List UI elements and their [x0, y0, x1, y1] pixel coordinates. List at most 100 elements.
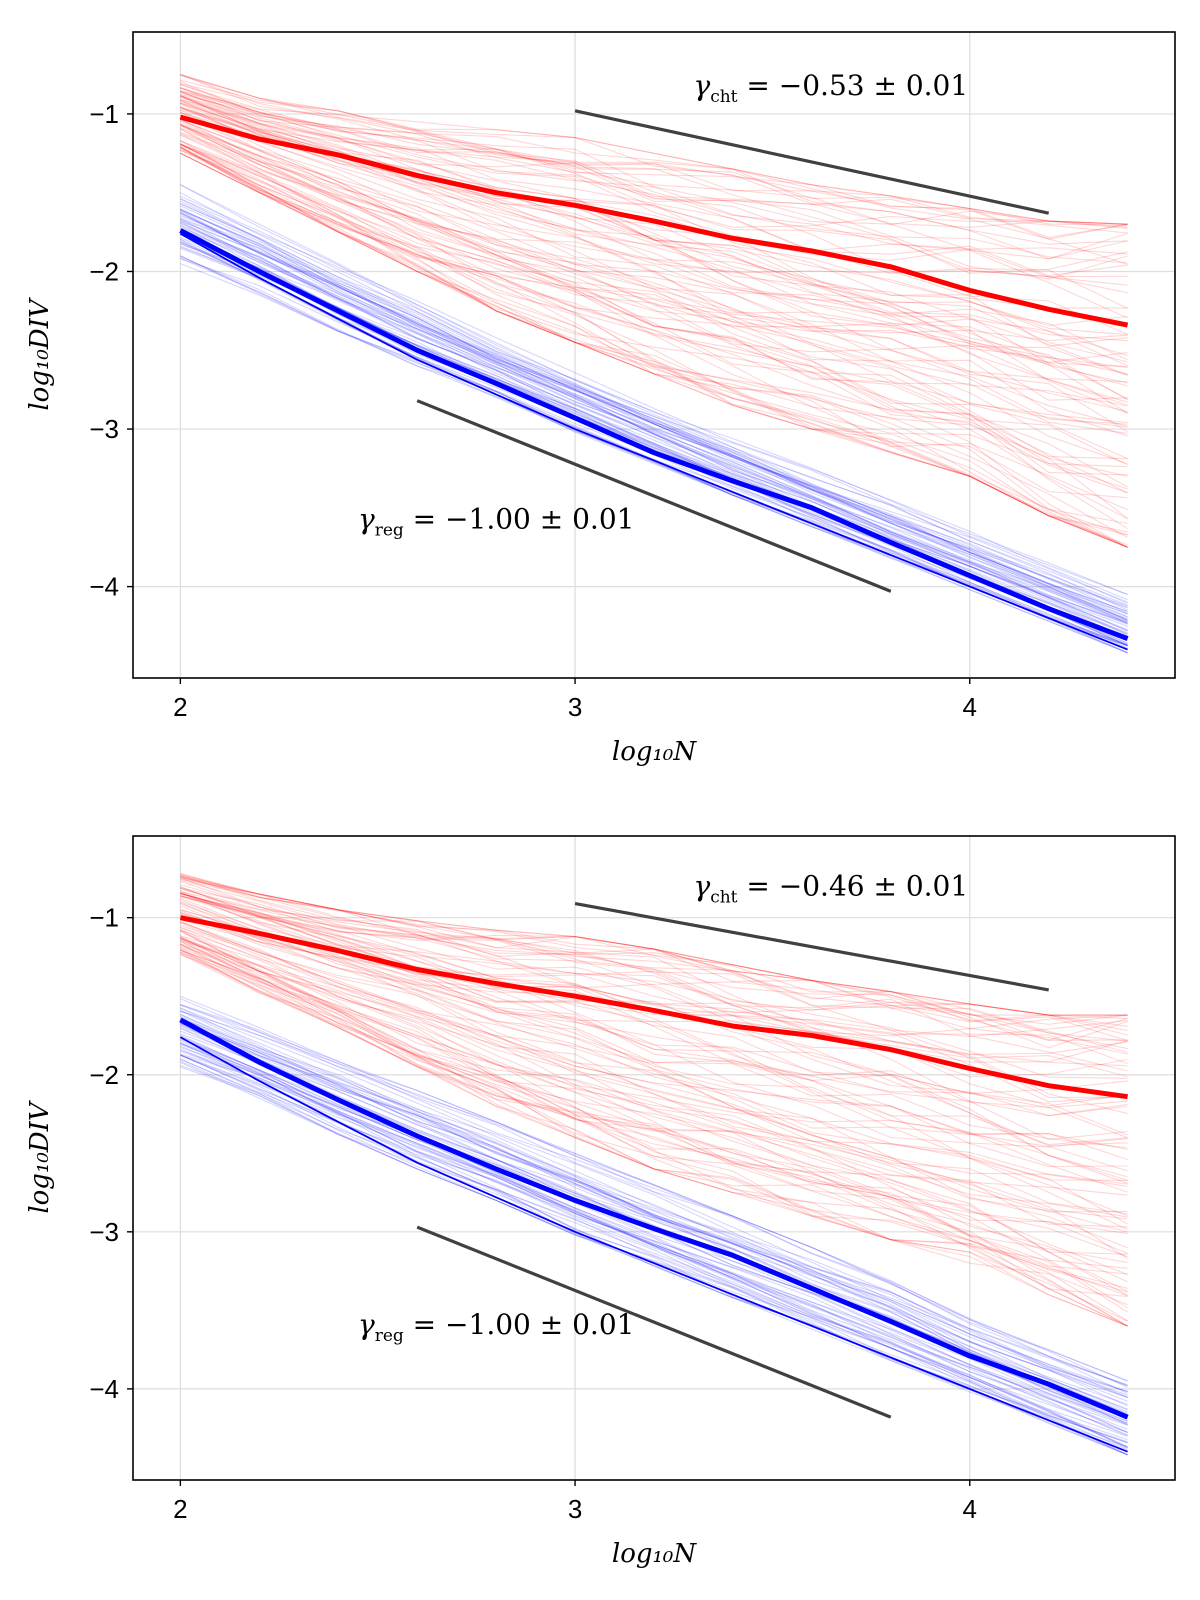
trajectory-line: [180, 239, 1128, 654]
trajectory-line: [180, 1013, 1128, 1414]
trajectory-line: [180, 95, 1128, 309]
trajectory-line: [180, 1039, 1128, 1449]
trajectory-line: [180, 886, 1128, 1136]
trajectory-line: [180, 940, 1128, 1235]
trajectory-line: [180, 224, 1128, 647]
trajectory-line: [180, 921, 1128, 1094]
trajectory-line: [180, 937, 1128, 1181]
trajectory-line: [180, 84, 1128, 229]
trajectory-line: [180, 200, 1128, 615]
trajectory-line: [180, 1038, 1128, 1430]
trajectory-line: [180, 1007, 1128, 1396]
trajectory-line: [180, 102, 1128, 384]
trajectory-line: [180, 1054, 1128, 1448]
trajectory-line: [180, 143, 1128, 490]
gamma-value: = −1.00 ± 0.01: [404, 1308, 635, 1341]
gamma-symbol: γ: [358, 1308, 375, 1341]
gamma-value: = −0.46 ± 0.01: [738, 870, 969, 903]
trajectory-line: [180, 230, 1128, 639]
trajectory-line: [180, 936, 1128, 1263]
trajectory-line: [180, 152, 1128, 546]
x-tick-label: 2: [173, 1494, 187, 1524]
trajectory-line: [180, 123, 1128, 361]
trajectory-line: [180, 98, 1128, 336]
trajectory-line: [180, 215, 1128, 596]
trajectory-line: [180, 938, 1128, 1306]
trajectory-line: [180, 944, 1128, 1289]
trajectory-line: [180, 943, 1128, 1255]
series-reg-lower: [179, 232, 1128, 651]
trajectory-line: [180, 953, 1128, 1254]
trajectory-line: [180, 90, 1128, 425]
trajectory-line: [180, 192, 1128, 623]
trajectory-line: [180, 132, 1128, 494]
trajectory-line: [180, 125, 1128, 407]
trajectory-line: [180, 1050, 1128, 1437]
trajectory-line: [180, 107, 1128, 400]
trajectory-line: [180, 245, 1128, 646]
trajectory-line: [180, 103, 1128, 427]
trajectory-line: [180, 899, 1128, 1139]
trajectory-line: [180, 94, 1128, 342]
gamma-cht-line: [574, 109, 1050, 215]
y-tick-label: −3: [89, 1217, 119, 1247]
gamma-subscript: reg: [375, 520, 404, 540]
trajectory-line: [180, 1018, 1128, 1413]
trajectory-line: [180, 1054, 1128, 1433]
trajectory-line: [180, 909, 1128, 1146]
trajectory-line: [180, 263, 1128, 647]
trajectory-line: [180, 149, 1128, 383]
trajectory-line: [180, 876, 1128, 1027]
series-cht-mean: [179, 915, 1128, 1100]
trajectory-line: [180, 893, 1128, 1117]
trajectory-line: [180, 111, 1128, 433]
trajectory-line: [180, 896, 1128, 1141]
trajectory-line: [180, 146, 1128, 548]
trajectory-line: [180, 128, 1128, 536]
trajectory-line: [180, 1033, 1128, 1407]
trajectory-line: [180, 99, 1128, 265]
trajectory-line: [180, 128, 1128, 376]
trajectory-line: [180, 145, 1128, 476]
trajectory-line: [180, 952, 1128, 1309]
trajectory-line: [180, 1013, 1128, 1386]
trajectory-line: [180, 892, 1128, 1020]
gamma-symbol: γ: [693, 870, 710, 903]
trajectory-line: [180, 949, 1128, 1327]
trajectory-line: [180, 208, 1128, 621]
trajectory-line: [180, 95, 1128, 277]
gamma-value: = −1.00 ± 0.01: [404, 502, 635, 535]
trajectory-line: [180, 891, 1128, 1042]
trajectory-line: [180, 125, 1128, 376]
y-axis-label: log₁₀DIV: [25, 1100, 55, 1214]
trajectory-line: [180, 149, 1128, 477]
trajectory-line: [180, 895, 1128, 1147]
trajectory-line: [180, 140, 1128, 539]
trajectory-line: [180, 95, 1128, 347]
trajectory-line: [180, 951, 1128, 1275]
trajectory-line: [180, 146, 1128, 548]
trajectory-line: [180, 209, 1128, 635]
trajectory-line: [180, 877, 1128, 1072]
trajectory-line: [180, 79, 1128, 226]
trajectory-line: [180, 143, 1128, 533]
y-tick-label: −4: [89, 1374, 119, 1404]
trajectory-line: [180, 895, 1128, 1037]
trajectory-line: [180, 953, 1128, 1298]
trajectory-line: [180, 213, 1128, 607]
trajectory-line: [180, 92, 1128, 286]
trajectory-line: [180, 198, 1128, 601]
trajectory-line: [180, 1016, 1128, 1425]
trajectory-line: [180, 152, 1128, 494]
trajectory-line: [180, 946, 1128, 1292]
trajectory-line: [180, 935, 1128, 1297]
trajectory-line: [180, 937, 1128, 1259]
trajectory-line: [180, 152, 1128, 548]
trajectory-line: [180, 222, 1128, 620]
trajectory-line: [180, 1061, 1128, 1448]
trajectory-line: [180, 951, 1128, 1228]
trajectory-line: [180, 86, 1128, 260]
trajectory-line: [180, 147, 1128, 511]
trajectory-line: [180, 74, 1128, 225]
trajectory-line: [180, 888, 1128, 1055]
